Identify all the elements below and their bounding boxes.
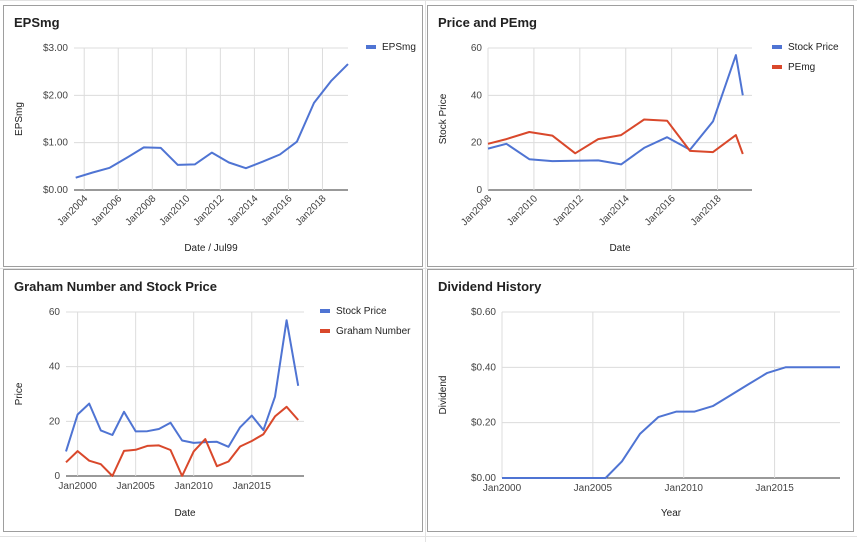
x-tick-label: Jan2005 (116, 481, 155, 492)
x-tick-label: Jan2006 (89, 193, 124, 228)
chart-panel-epsmg[interactable]: EPSmg $0.00 $1.00 $2.00 $3.00 Jan2004 Jan2006 J… (3, 5, 423, 267)
sheet-gridline (0, 0, 857, 1)
x-tick-label: Jan2000 (483, 483, 522, 494)
y-tick-label: $0.20 (471, 418, 496, 429)
y-tick-label: $0.00 (471, 473, 496, 484)
chart-panel-graham-number[interactable]: Graham Number and Stock Price 0 20 40 60 Jan2… (3, 269, 423, 532)
x-tick-label: Jan2010 (158, 193, 193, 228)
y-tick-label: $1.00 (43, 138, 68, 149)
x-tick-label: Jan2010 (175, 481, 214, 492)
chart-panel-price-pemg[interactable]: Price and PEmg 0 20 40 60 Jan2008 Jan2010 Jan20… (427, 5, 854, 267)
x-tick-label: Jan2008 (123, 193, 158, 228)
chart-title: EPSmg (14, 15, 60, 30)
x-tick-label: Jan2015 (233, 481, 272, 492)
y-axis-label: Dividend (438, 376, 449, 415)
x-tick-label: Jan2015 (755, 483, 794, 494)
y-tick-label: $0.40 (471, 362, 496, 373)
x-tick-label: Jan2012 (192, 193, 227, 228)
series-line[interactable] (75, 63, 349, 179)
y-tick-label: 40 (49, 362, 61, 373)
chart-panel-dividend-history[interactable]: Dividend History $0.00 $0.20 $0.40 $0.60 Jan2… (427, 269, 854, 532)
y-tick-label: 20 (49, 416, 61, 427)
chart-title: Graham Number and Stock Price (14, 279, 217, 294)
y-tick-label: $2.00 (43, 90, 68, 101)
x-tick-label: Jan2016 (643, 193, 678, 228)
legend-label[interactable]: EPSmg (382, 42, 416, 53)
x-tick-label: Jan2018 (294, 193, 329, 228)
x-tick-label: Jan2018 (689, 193, 724, 228)
x-tick-label: Jan2012 (551, 193, 586, 228)
legend-swatch (320, 329, 330, 333)
legend-swatch (366, 45, 376, 49)
x-tick-label: Jan2016 (260, 193, 295, 228)
x-tick-label: Jan2010 (665, 483, 704, 494)
y-tick-label: 0 (476, 185, 482, 196)
x-tick-label: Jan2000 (58, 481, 97, 492)
sheet-gridline (0, 536, 857, 537)
chart-svg: Graham Number and Stock Price 0 20 40 60 Jan2… (14, 279, 411, 519)
legend-swatch (320, 309, 330, 313)
chart-title: Price and PEmg (438, 15, 537, 30)
x-tick-label: Jan2010 (505, 193, 540, 228)
legend-label[interactable]: Stock Price (788, 42, 839, 53)
x-axis-label: Date / Jul99 (184, 243, 238, 254)
chart-title: Dividend History (438, 279, 542, 294)
y-axis-label: Price (14, 382, 25, 405)
x-axis-label: Date (609, 243, 631, 254)
x-tick-label: Jan2014 (597, 193, 632, 228)
series-line[interactable] (487, 54, 744, 166)
legend-label[interactable]: Stock Price (336, 306, 387, 317)
x-tick-label: Jan2008 (459, 193, 494, 228)
x-axis-label: Date (174, 508, 196, 519)
chart-svg: Dividend History $0.00 $0.20 $0.40 $0.60 Jan2… (438, 279, 840, 519)
y-tick-label: 20 (471, 138, 483, 149)
sheet-gridline (0, 268, 857, 269)
x-tick-label: Jan2014 (226, 193, 261, 228)
legend-label[interactable]: Graham Number (336, 326, 411, 337)
x-tick-label: Jan2005 (574, 483, 613, 494)
legend-swatch (772, 65, 782, 69)
y-axis-label: EPSmg (14, 102, 25, 136)
sheet-gridline (425, 0, 426, 542)
series-line[interactable] (65, 319, 300, 452)
y-tick-label: 0 (54, 471, 60, 482)
x-axis-label: Year (661, 508, 682, 519)
y-tick-label: 60 (49, 307, 61, 318)
legend-swatch (772, 45, 782, 49)
chart-svg: Price and PEmg 0 20 40 60 Jan2008 Jan2010 Jan20… (438, 15, 839, 254)
y-tick-label: $0.60 (471, 307, 496, 318)
x-tick-label: Jan2004 (55, 193, 90, 228)
y-tick-label: 40 (471, 90, 483, 101)
y-tick-label: $3.00 (43, 43, 68, 54)
y-tick-label: $0.00 (43, 185, 68, 196)
series-line[interactable] (487, 118, 744, 155)
y-axis-label: Stock Price (438, 93, 449, 144)
series-line[interactable] (502, 366, 840, 479)
legend-label[interactable]: PEmg (788, 62, 815, 73)
y-tick-label: 60 (471, 43, 483, 54)
series-line[interactable] (65, 405, 299, 477)
